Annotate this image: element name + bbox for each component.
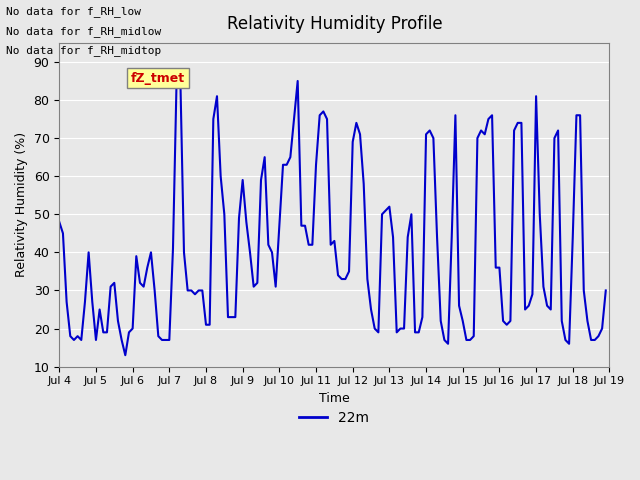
- Text: No data for f_RH_midlow: No data for f_RH_midlow: [6, 25, 162, 36]
- Y-axis label: Relativity Humidity (%): Relativity Humidity (%): [15, 132, 28, 277]
- Text: No data for f_RH_low: No data for f_RH_low: [6, 6, 141, 17]
- X-axis label: Time: Time: [319, 392, 349, 405]
- Text: fZ_tmet: fZ_tmet: [131, 72, 185, 85]
- Legend: 22m: 22m: [294, 406, 375, 431]
- Title: Relativity Humidity Profile: Relativity Humidity Profile: [227, 15, 442, 33]
- Text: No data for f_RH_midtop: No data for f_RH_midtop: [6, 45, 162, 56]
